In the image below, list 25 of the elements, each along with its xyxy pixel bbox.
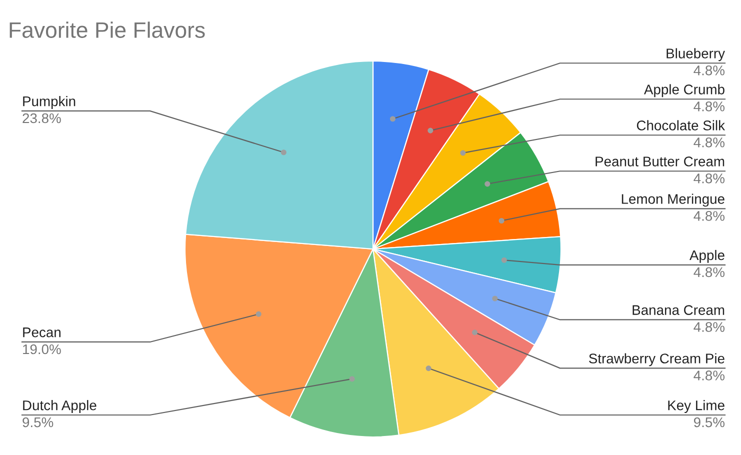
slice-label: Lemon Meringue [622, 194, 724, 207]
slice-label: Strawberry Cream Pie [589, 353, 724, 366]
slice-label: Blueberry [666, 48, 725, 62]
slice-label: Pumpkin [23, 96, 76, 109]
data-label: 4.8% [694, 173, 725, 184]
data-label: 4.8% [694, 101, 725, 112]
data-label: 19.0% [23, 344, 61, 354]
data-label: 4.8% [694, 322, 725, 332]
slice-label: Peanut Butter Cream [596, 156, 724, 166]
data-label: 9.5% [694, 417, 725, 428]
slice-label: Pecan [23, 328, 60, 338]
data-label: 23.8% [22, 113, 61, 124]
data-label: 4.8% [694, 65, 725, 76]
data-label: 9.5% [22, 417, 54, 428]
slice-label: Chocolate Silk [636, 120, 726, 130]
slice-label: Apple Crumb [644, 84, 724, 98]
slice-label: Banana Cream [632, 305, 724, 315]
slice-label: Apple [690, 250, 724, 263]
data-label: 4.8% [694, 370, 725, 380]
chart-title: Favorite Pie Flavors [10, 22, 205, 38]
slice-label: Key Lime [668, 400, 724, 413]
data-label: 4.8% [694, 137, 725, 148]
slice-label: Dutch Apple [23, 400, 96, 413]
data-label: 4.8% [694, 211, 725, 221]
data-label: 4.8% [694, 267, 725, 278]
